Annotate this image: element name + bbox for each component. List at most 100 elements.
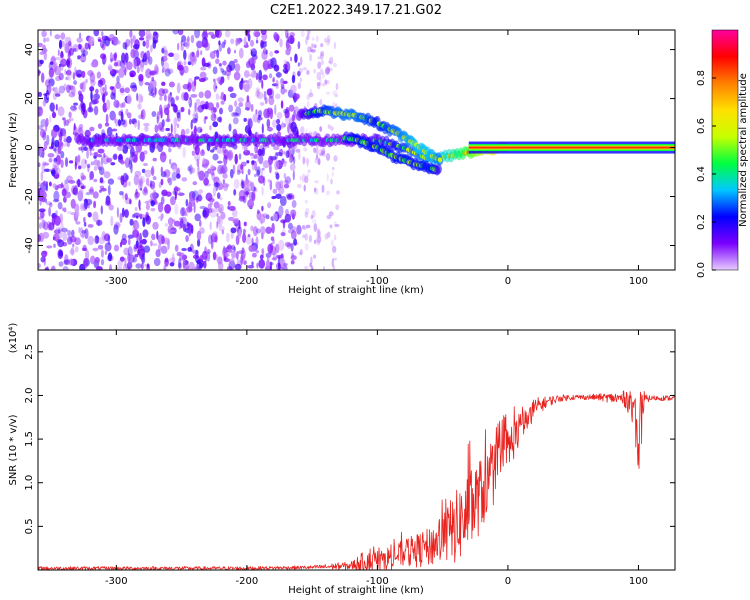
noise-speck: [130, 48, 136, 59]
noise-speck: [80, 158, 87, 169]
noise-speck: [187, 247, 193, 252]
noise-speck: [251, 252, 257, 258]
noise-speck: [64, 157, 69, 168]
noise-speck: [261, 248, 264, 254]
noise-speck: [183, 92, 189, 101]
noise-speck: [323, 265, 326, 270]
noise-speck: [97, 148, 105, 154]
noise-speck: [113, 244, 120, 252]
noise-speck: [48, 67, 55, 78]
noise-speck: [288, 156, 294, 163]
noise-speck: [329, 224, 333, 229]
noise-speck: [140, 110, 144, 119]
noise-speck: [103, 152, 106, 158]
noise-speck: [93, 237, 97, 245]
noise-speck: [104, 242, 112, 252]
noise-speck: [324, 67, 330, 75]
noise-speck: [61, 143, 69, 147]
noise-speck: [51, 215, 56, 226]
noise-speck: [257, 148, 263, 157]
noise-speck: [317, 56, 322, 60]
noise-speck: [319, 53, 324, 60]
noise-speck: [121, 101, 126, 108]
noise-speck: [88, 188, 94, 193]
noise-speck: [187, 61, 192, 66]
noise-speck: [176, 82, 181, 94]
noise-speck: [43, 168, 51, 172]
noise-speck: [277, 239, 285, 251]
noise-speck: [241, 170, 244, 175]
noise-speck: [188, 196, 196, 207]
noise-speck: [105, 99, 111, 111]
snr-y-tick-label: 1.0: [24, 475, 35, 491]
noise-speck: [42, 99, 47, 107]
noise-speck: [110, 58, 114, 62]
noise-speck: [322, 72, 325, 79]
noise-speck: [147, 33, 153, 38]
noise-speck: [76, 155, 81, 166]
noise-speck: [59, 58, 66, 65]
noise-speck: [206, 248, 211, 255]
noise-speck: [228, 123, 232, 132]
noise-speck: [231, 244, 236, 251]
noise-speck: [263, 108, 270, 119]
noise-speck: [215, 85, 218, 89]
noise-speck: [299, 248, 303, 256]
noise-speck: [70, 106, 77, 112]
noise-speck: [38, 42, 44, 48]
noise-speck: [58, 261, 64, 267]
noise-speck: [190, 34, 195, 44]
noise-speck: [157, 202, 164, 213]
noise-speck: [93, 159, 99, 166]
noise-speck: [182, 223, 187, 232]
noise-speck: [246, 160, 250, 164]
noise-speck: [42, 231, 50, 239]
noise-speck: [84, 249, 90, 261]
spectrogram-y-tick-label: -20: [24, 188, 35, 204]
spectrogram-x-tick-label: -200: [236, 276, 259, 287]
noise-speck: [68, 160, 74, 164]
noise-speck: [212, 146, 218, 151]
noise-speck: [232, 112, 240, 116]
noise-speck: [117, 145, 124, 151]
noise-speck: [316, 227, 320, 237]
noise-speck: [280, 232, 286, 237]
noise-speck: [48, 206, 51, 217]
noise-speck: [113, 62, 119, 67]
noise-speck: [233, 71, 241, 81]
noise-speck: [268, 73, 273, 79]
noise-speck: [210, 149, 215, 153]
noise-speck: [89, 186, 94, 196]
noise-speck: [280, 83, 285, 90]
noise-speck: [53, 61, 58, 69]
noise-speck: [140, 108, 146, 120]
noise-speck: [181, 35, 187, 43]
noise-speck: [66, 138, 71, 148]
noise-speck: [307, 46, 312, 53]
noise-speck: [283, 108, 289, 114]
noise-speck: [258, 154, 264, 165]
noise-speck: [115, 266, 123, 270]
noise-speck: [140, 95, 144, 103]
noise-speck: [39, 128, 47, 138]
noise-speck: [269, 179, 273, 191]
noise-speck: [331, 258, 335, 268]
noise-speck: [270, 236, 275, 241]
noise-speck: [67, 119, 71, 124]
noise-speck: [133, 43, 140, 49]
noise-speck: [66, 59, 71, 65]
snr-x-tick-label: -100: [366, 576, 389, 587]
noise-speck: [38, 106, 43, 117]
noise-speck: [304, 199, 309, 204]
noise-speck: [161, 189, 168, 197]
noise-speck: [231, 250, 237, 259]
noise-speck: [192, 181, 198, 186]
noise-speck: [141, 253, 146, 264]
noise-speck: [222, 145, 226, 154]
noise-speck: [75, 69, 78, 77]
noise-speck: [331, 166, 335, 171]
noise-speck: [125, 38, 131, 48]
noise-speck: [66, 136, 72, 144]
noise-speck: [117, 119, 122, 127]
